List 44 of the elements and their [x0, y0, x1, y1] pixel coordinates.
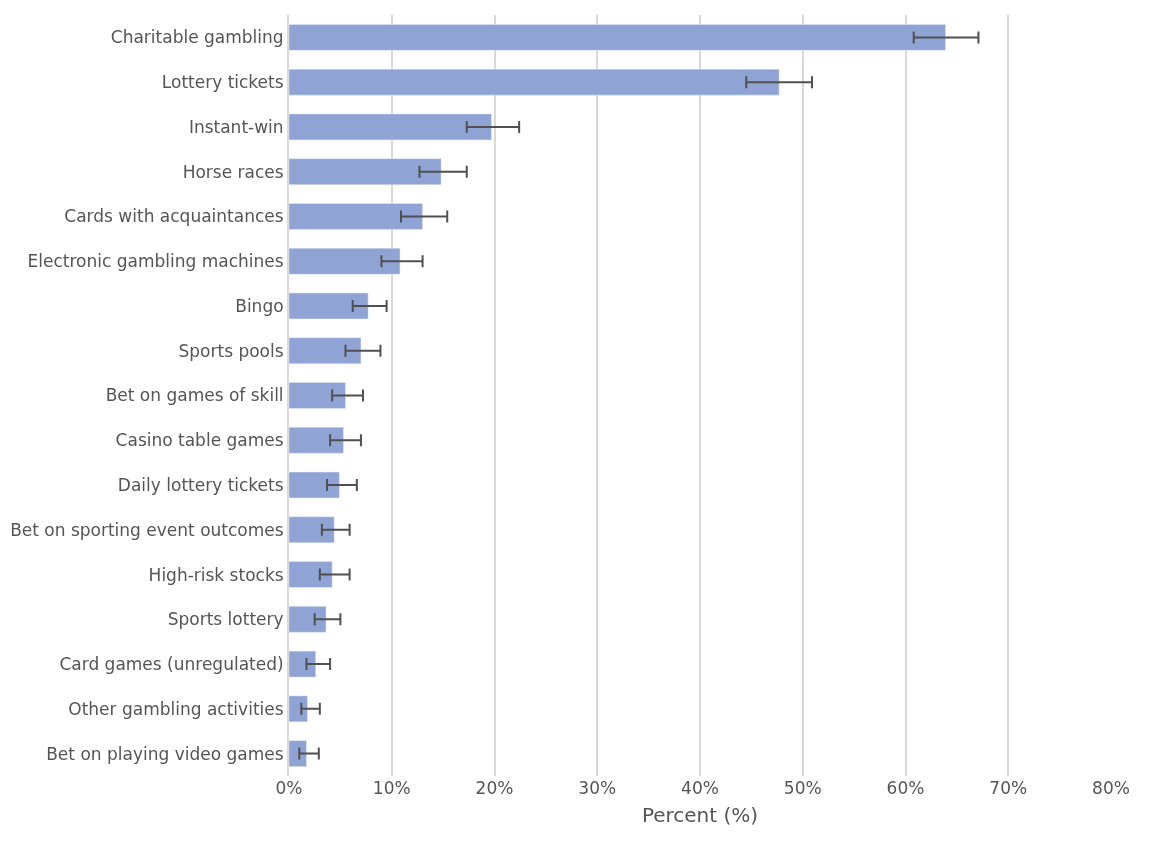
y-tick-label: Card games (unregulated) — [59, 654, 284, 675]
x-tick-label: 70% — [989, 778, 1028, 798]
bar — [289, 650, 316, 678]
x-tick-label: 80% — [1092, 778, 1130, 798]
y-tick-label: Bet on games of skill — [105, 385, 284, 406]
bar — [289, 337, 362, 364]
y-tick-label: Electronic gambling machines — [27, 251, 284, 272]
bar — [289, 382, 346, 409]
x-tick-label: 60% — [886, 778, 925, 798]
bar — [289, 606, 327, 633]
x-tick-label: 30% — [578, 778, 617, 798]
x-tick-label: 10% — [372, 778, 411, 798]
y-tick-label: Sports pools — [178, 340, 284, 361]
x-tick-label: 50% — [783, 778, 822, 798]
y-tick-label: Casino table games — [115, 430, 284, 451]
y-tick-label: Charitable gambling — [110, 27, 284, 48]
y-tick-label: Sports lottery — [167, 609, 284, 630]
y-tick-label: Horse races — [182, 161, 284, 182]
bar — [289, 68, 780, 96]
y-tick-label: Other gambling activities — [68, 698, 284, 719]
bar — [289, 158, 442, 185]
y-tick-label: Bingo — [235, 295, 284, 316]
y-tick-label: Bet on playing video games — [46, 743, 284, 764]
bar — [289, 113, 492, 141]
x-tick-label: 0% — [275, 778, 303, 798]
bar — [289, 203, 423, 230]
y-tick-label: Bet on sporting event outcomes — [10, 519, 284, 540]
bar — [289, 740, 307, 767]
bar — [289, 561, 333, 588]
x-tick-label: 40% — [681, 778, 719, 798]
y-tick-label: Lottery tickets — [161, 72, 284, 93]
y-tick-label: Daily lottery tickets — [117, 474, 284, 495]
bar — [289, 471, 340, 499]
y-tick-label: Cards with acquaintances — [64, 206, 284, 227]
x-axis-title: Percent (%) — [641, 802, 759, 827]
bar — [289, 695, 308, 723]
bar — [289, 427, 344, 454]
bar — [289, 292, 369, 320]
x-tick-label: 20% — [475, 778, 514, 798]
y-tick-label: Instant-win — [188, 116, 284, 137]
bar — [289, 516, 335, 544]
bar — [289, 24, 946, 51]
bar — [289, 247, 401, 275]
y-tick-label: High-risk stocks — [148, 564, 284, 585]
